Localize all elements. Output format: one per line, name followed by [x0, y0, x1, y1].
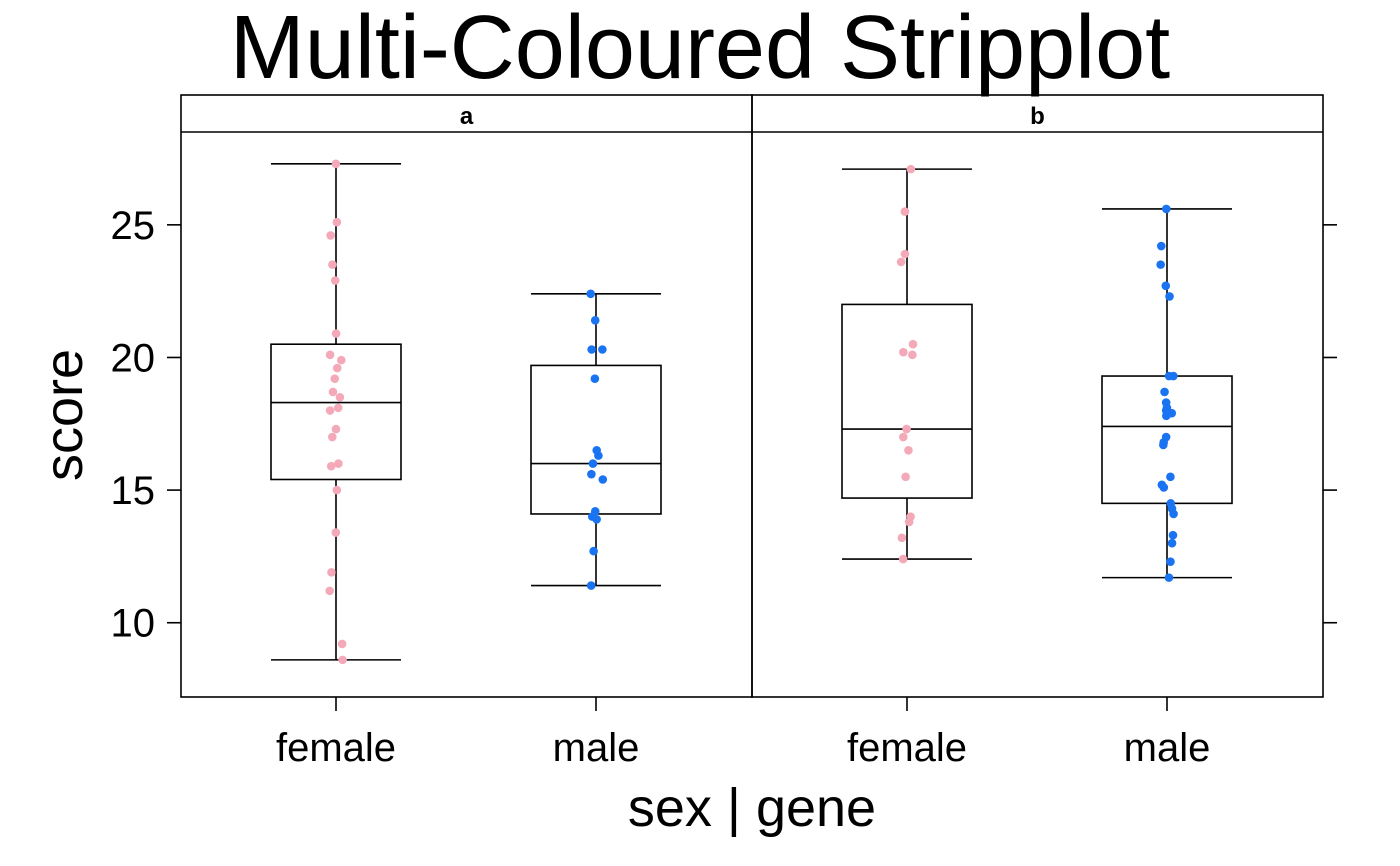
- data-point: [337, 355, 346, 365]
- group-female: [270, 159, 402, 665]
- data-point: [901, 472, 910, 482]
- data-point: [908, 350, 917, 360]
- data-point: [587, 469, 596, 479]
- panel-frame: [751, 94, 1324, 698]
- box: [530, 364, 662, 515]
- data-point: [1159, 440, 1168, 450]
- data-point: [1167, 538, 1177, 548]
- data-point: [328, 260, 337, 269]
- data-point: [1156, 260, 1165, 269]
- data-point: [588, 459, 598, 468]
- y-tick-label: 20: [111, 336, 156, 380]
- data-point: [1164, 573, 1174, 582]
- data-point: [897, 533, 907, 543]
- x-tick-label: male: [553, 726, 640, 770]
- data-point: [1162, 204, 1171, 214]
- data-point: [331, 424, 341, 434]
- data-point: [1156, 241, 1166, 251]
- data-point: [327, 568, 336, 577]
- panel-a: a: [180, 94, 753, 698]
- y-tick-label: 15: [111, 469, 156, 513]
- data-point: [325, 406, 335, 415]
- data-point: [589, 546, 598, 556]
- data-point: [331, 329, 341, 338]
- data-point: [328, 387, 338, 397]
- data-point: [1159, 483, 1169, 492]
- data-point: [330, 276, 340, 285]
- data-point: [330, 374, 340, 383]
- data-point: [325, 350, 335, 360]
- data-point: [325, 586, 335, 596]
- data-point: [335, 392, 345, 402]
- data-point: [337, 639, 347, 649]
- box: [841, 303, 973, 499]
- data-point: [1162, 411, 1171, 421]
- panel-frame: [180, 94, 753, 698]
- data-point: [1168, 530, 1178, 540]
- x-axis: female male female male: [276, 697, 1210, 770]
- data-point: [332, 363, 342, 373]
- data-point: [333, 403, 343, 413]
- data-point: [338, 655, 347, 665]
- strip-label: a: [460, 103, 474, 130]
- y-tick-label: 25: [111, 204, 156, 248]
- x-tick-label: female: [276, 726, 396, 770]
- data-point: [908, 339, 918, 349]
- data-point: [1166, 472, 1175, 482]
- data-point: [1166, 557, 1175, 567]
- data-point: [904, 517, 914, 527]
- data-point: [598, 345, 607, 354]
- data-point: [898, 554, 908, 564]
- box: [270, 343, 402, 481]
- x-axis-label: sex | gene: [628, 778, 876, 838]
- data-point: [592, 514, 601, 524]
- data-point: [332, 485, 342, 495]
- data-point: [326, 231, 335, 240]
- group-female: [841, 164, 973, 564]
- x-tick-label: female: [847, 726, 967, 770]
- x-tick-label: male: [1124, 726, 1211, 770]
- strip-label: b: [1030, 103, 1045, 130]
- chart-title: Multi-Coloured Stripplot: [230, 0, 1170, 98]
- data-point: [900, 249, 910, 259]
- panel-b: b: [751, 94, 1324, 698]
- data-point: [906, 164, 916, 174]
- data-point: [598, 475, 608, 484]
- y-axis-label: score: [34, 349, 94, 481]
- data-point: [1161, 281, 1171, 291]
- data-point: [1169, 509, 1178, 519]
- data-point: [900, 207, 910, 216]
- data-point: [331, 528, 341, 537]
- data-point: [331, 159, 341, 169]
- data-point: [902, 424, 911, 434]
- data-point: [326, 461, 336, 471]
- data-point: [899, 432, 908, 442]
- group-male: [530, 289, 662, 590]
- data-point: [899, 347, 908, 357]
- data-point: [334, 459, 343, 468]
- group-male: [1101, 204, 1233, 582]
- y-axis: 10 15 20 25: [111, 204, 1337, 646]
- data-point: [1169, 371, 1178, 381]
- data-point: [590, 316, 600, 325]
- data-point: [586, 289, 595, 299]
- data-point: [896, 257, 906, 267]
- data-point: [587, 345, 596, 354]
- data-point: [327, 432, 337, 442]
- data-point: [594, 451, 603, 460]
- data-point: [1165, 292, 1174, 301]
- y-tick-label: 10: [111, 602, 156, 646]
- data-point: [904, 446, 913, 455]
- data-point: [332, 217, 342, 227]
- data-point: [586, 581, 596, 590]
- data-point: [1160, 387, 1169, 397]
- data-point: [590, 374, 600, 383]
